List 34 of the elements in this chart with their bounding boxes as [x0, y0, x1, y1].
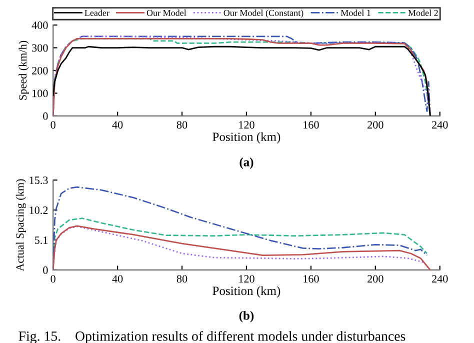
y-tick-label: 15.3	[30, 176, 48, 184]
x-tick-label: 240	[432, 121, 448, 129]
y-tick-label: 5.1	[34, 236, 48, 244]
x-tick-label: 200	[368, 275, 384, 283]
y-tick-label: 0	[43, 266, 48, 274]
x-tick-label: 120	[239, 275, 254, 283]
legend-label: Leader	[84, 10, 110, 16]
legend-label: Model 2	[408, 10, 438, 16]
y-tick-label: 100	[32, 90, 48, 98]
y-axis-title: Speed (km/h)	[18, 40, 29, 100]
y-tick-label: 300	[32, 44, 48, 52]
x-tick-label: 40	[112, 275, 123, 283]
x-tick-label: 80	[176, 275, 188, 283]
x-tick-label: 40	[112, 121, 123, 129]
x-tick-label: 160	[304, 121, 319, 129]
text: (b)	[239, 311, 254, 322]
x-tick-label: 0	[50, 121, 56, 129]
x-tick-label: 80	[176, 121, 188, 129]
text: (a)	[240, 158, 254, 169]
x-tick-label: 120	[239, 121, 254, 129]
x-axis-title: Position (km)	[212, 132, 280, 144]
legend-label: Our Model (Constant)	[224, 10, 304, 18]
x-tick-label: 240	[432, 275, 448, 283]
x-tick-label: 200	[368, 121, 384, 129]
x-tick-label: 0	[50, 275, 56, 283]
legend-label: Our Model	[146, 10, 186, 16]
y-tick-label: 200	[32, 66, 48, 74]
x-axis-title: Position (km)	[212, 286, 280, 298]
y-tick-label: 400	[32, 22, 48, 30]
y-axis-title: Actual Spacing (km)	[16, 179, 26, 272]
legend-label: Model 1	[340, 10, 370, 16]
y-tick-label: 10.2	[30, 206, 48, 214]
y-tick-label: 0	[43, 112, 48, 120]
x-tick-label: 160	[304, 275, 319, 283]
